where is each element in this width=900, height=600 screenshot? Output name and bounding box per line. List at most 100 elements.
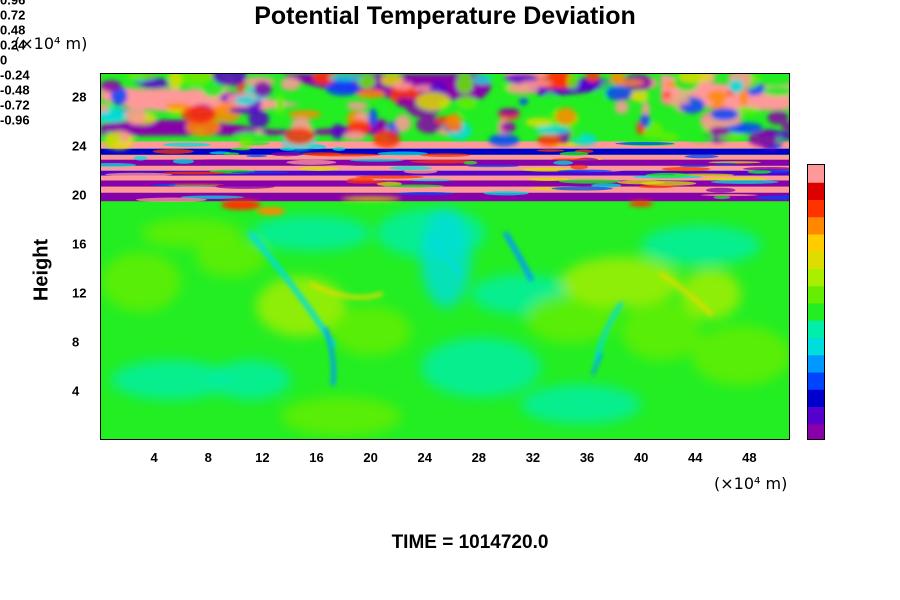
field-cell [312, 74, 336, 85]
heatmap-svg [101, 74, 789, 439]
field-cell [594, 88, 606, 105]
band-region-layer [101, 141, 789, 216]
field-blob [196, 237, 266, 278]
field-cell [498, 108, 520, 116]
colorbar-segment [808, 182, 824, 200]
band-streak [187, 159, 253, 164]
field-cell [234, 95, 256, 105]
field-cell [124, 105, 146, 125]
band-streak [310, 153, 380, 157]
field-cell [706, 90, 728, 103]
band-streak [298, 166, 340, 171]
heatmap-plot-area [100, 73, 790, 440]
colorbar-segment [808, 165, 824, 183]
band-stripe [101, 192, 789, 202]
colorbar-segment [808, 406, 824, 425]
field-cell [739, 86, 749, 107]
y-tick-label: 24 [72, 138, 87, 154]
field-cell [392, 81, 414, 91]
lower-region-plumes [248, 231, 713, 386]
band-streak [271, 151, 303, 157]
colorbar-tick-label: -0.48 [0, 82, 30, 98]
band-streak [551, 158, 588, 161]
band-streak [101, 162, 136, 167]
y-tick-label: 16 [72, 236, 87, 252]
field-cell [288, 110, 322, 119]
field-cell [555, 107, 577, 126]
field-cell [394, 114, 412, 133]
band-streak [714, 162, 738, 166]
band-streak [679, 164, 710, 168]
field-cell [660, 96, 691, 106]
field-cell [614, 100, 629, 115]
field-cell [248, 110, 270, 129]
field-cell [372, 129, 401, 148]
band-streak [152, 183, 176, 187]
band-streak [463, 160, 478, 165]
y-axis-unit: (×10⁴ m) [14, 34, 88, 53]
band-stripe [101, 186, 789, 193]
upper-purple-band [101, 119, 395, 136]
colorbar-tick-label: 0.48 [0, 22, 26, 38]
field-cell [253, 81, 272, 98]
colorbar-tick-label: 0.72 [0, 7, 26, 23]
field-cell [728, 79, 744, 94]
colorbar-segment [808, 216, 824, 235]
field-cell [709, 126, 730, 136]
band-streak [755, 195, 789, 200]
field-cell [456, 95, 477, 109]
band-streak [104, 172, 173, 177]
band-streak [747, 170, 772, 174]
x-tick-label: 48 [742, 450, 757, 465]
band-stripe [101, 170, 789, 176]
field-blob [641, 225, 761, 266]
field-blob [691, 325, 789, 386]
band-streak [383, 184, 444, 188]
field-cell [368, 108, 378, 127]
time-footer: TIME = 1014720.0 [391, 532, 549, 553]
colorbar-segment [808, 389, 824, 407]
field-cell [235, 132, 265, 139]
field-cell [275, 93, 285, 116]
band-streak [708, 161, 762, 164]
colorbar-segment [808, 372, 824, 390]
x-tick-label: 8 [204, 450, 212, 465]
field-cell [151, 88, 187, 98]
field-cell [605, 85, 633, 101]
field-cell [165, 102, 190, 110]
band-streak [231, 171, 290, 174]
field-cell [658, 132, 679, 141]
x-tick-label: 40 [633, 450, 649, 465]
band-hotspots [221, 196, 653, 216]
hotspot [629, 200, 653, 207]
field-cell [678, 74, 713, 83]
colorbar-segment [808, 303, 824, 321]
band-streak [558, 179, 621, 184]
field-blob [251, 215, 371, 252]
band-streak [136, 197, 207, 202]
y-tick-label: 8 [72, 334, 80, 350]
field-cell [710, 107, 739, 121]
field-blob [331, 305, 411, 356]
field-cell [105, 131, 134, 150]
field-plume [503, 231, 534, 282]
field-blob [281, 396, 401, 437]
field-cell [640, 113, 651, 128]
band-streak [553, 160, 574, 165]
band-streak [742, 166, 789, 171]
field-cell [280, 77, 301, 91]
chart-title: Potential Temperature Deviation [254, 2, 636, 30]
field-cell [537, 133, 562, 146]
band-streak [172, 158, 195, 164]
band-streak [483, 191, 529, 196]
field-cell [566, 74, 579, 89]
band-streak [713, 195, 731, 200]
field-cell [748, 131, 778, 147]
field-blob [211, 359, 291, 400]
x-tick-label: 28 [471, 450, 487, 465]
field-blob [111, 359, 231, 400]
field-cell [101, 112, 124, 123]
field-cell [762, 85, 789, 97]
band-streak [410, 159, 477, 164]
band-streak [615, 141, 674, 146]
